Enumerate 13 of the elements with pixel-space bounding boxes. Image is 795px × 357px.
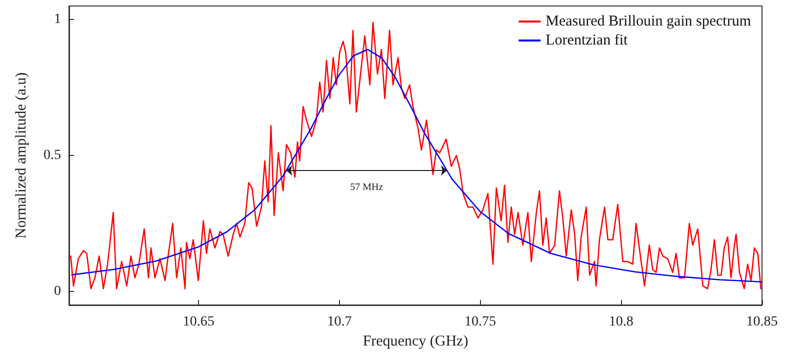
x-tick-label: 10.8 [608,314,634,330]
x-axis-title: Frequency (GHz) [362,333,468,350]
legend-label: Lorentzian fit [546,32,629,48]
y-tick-label: 1 [54,12,61,28]
legend-label: Measured Brillouin gain spectrum [546,14,752,30]
x-tick-label: 10.65 [182,314,214,330]
x-tick-label: 10.85 [746,314,778,330]
y-tick-label: 0 [54,284,61,299]
x-tick-label: 10.7 [327,314,352,330]
y-axis-title: Normalized amplitude (a.u) [14,72,30,239]
annotation: 57 MHz [350,182,384,193]
y-tick-label: 0.5 [44,148,61,163]
x-tick-label: 10.75 [464,314,496,330]
